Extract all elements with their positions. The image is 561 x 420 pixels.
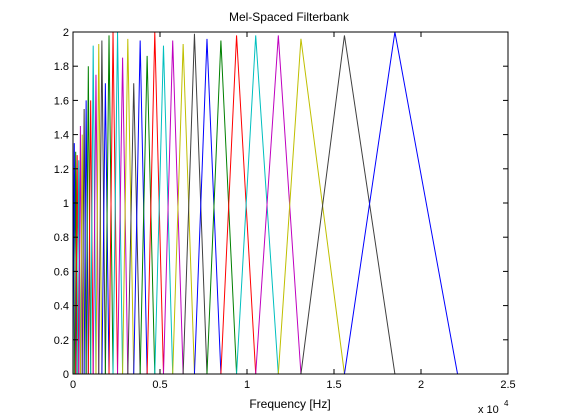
filter-13 (95, 43, 103, 375)
filter-28 (182, 33, 208, 375)
y-tick-label: 0.8 (54, 232, 69, 244)
filter-33 (255, 35, 302, 375)
filter-32 (236, 35, 279, 375)
filter-12 (92, 74, 100, 375)
filter-36 (343, 31, 459, 375)
filter-22 (133, 40, 148, 375)
filter-35 (300, 35, 396, 375)
filter-30 (206, 40, 238, 375)
filter-24 (146, 31, 164, 375)
x-tick-label: 2.5 (500, 379, 515, 391)
filter-29 (193, 38, 222, 375)
filter-7 (81, 108, 87, 375)
filter-16 (104, 35, 114, 375)
filter-8 (83, 100, 89, 375)
x-tick-label: 1 (244, 379, 250, 391)
y-tick-label: 0.2 (54, 335, 69, 347)
x-tick-label: 0.5 (152, 379, 167, 391)
y-tick-label: 0.4 (54, 301, 69, 313)
filter-14 (98, 40, 106, 375)
filter-15 (101, 83, 110, 375)
filter-23 (139, 55, 156, 375)
filter-10 (87, 100, 94, 375)
filter-21 (127, 83, 141, 375)
x-exponent-power: 4 (504, 399, 509, 408)
filter-20 (122, 38, 135, 375)
filter-3 (75, 155, 80, 375)
filter-34 (277, 38, 345, 375)
filter-4 (76, 160, 81, 375)
y-tick-label: 2 (63, 27, 69, 39)
filter-18 (112, 31, 124, 375)
filter-series (72, 31, 459, 375)
x-tick-label: 1.5 (326, 379, 341, 391)
y-tick-label: 1.4 (54, 130, 69, 142)
filter-19 (117, 57, 129, 375)
x-tick-label: 2 (418, 379, 424, 391)
filter-11 (90, 45, 97, 375)
filter-9 (85, 66, 92, 375)
filter-27 (172, 43, 195, 375)
x-tick-label: 0 (70, 379, 76, 391)
filter-26 (162, 40, 184, 375)
filter-5 (78, 126, 83, 375)
filter-31 (220, 35, 257, 375)
x-exponent-base: x 10 (478, 404, 499, 416)
chart-title: Mel-Spaced Filterbank (229, 10, 350, 24)
filter-25 (154, 45, 174, 375)
y-tick-label: 1 (63, 198, 69, 210)
y-tick-label: 1.2 (54, 164, 69, 176)
x-axis-label: Frequency [Hz] (249, 397, 330, 411)
filter-6 (79, 134, 85, 375)
axis-ticks: 0 0.5 1 1.5 2 2.5 0 0.2 0.4 0.6 0.8 1 1.2 1.4 1.6 1.8 2 (54, 27, 516, 391)
y-tick-label: 1.6 (54, 95, 69, 107)
y-tick-label: 0 (63, 369, 69, 381)
x-exponent: x 10 4 (478, 399, 509, 416)
y-tick-label: 0.6 (54, 266, 69, 278)
y-tick-label: 1.8 (54, 61, 69, 73)
plot-area-frame (72, 31, 509, 375)
